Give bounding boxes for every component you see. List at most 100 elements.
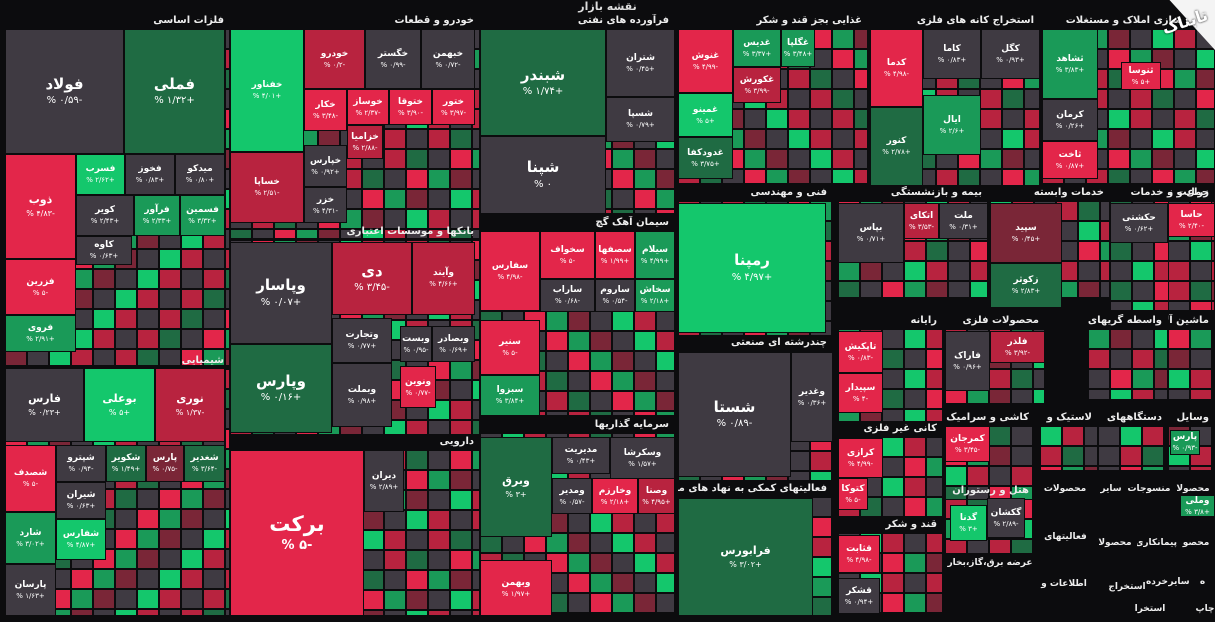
filler-stock-tile[interactable] <box>406 510 428 530</box>
filler-stock-tile[interactable] <box>1084 426 1098 446</box>
filler-stock-tile[interactable] <box>634 411 656 416</box>
filler-stock-tile[interactable] <box>1108 149 1130 169</box>
filler-stock-tile[interactable] <box>926 409 943 422</box>
filler-stock-tile[interactable] <box>1154 329 1168 349</box>
filler-stock-tile[interactable] <box>904 369 926 389</box>
filler-stock-tile[interactable] <box>203 289 225 309</box>
filler-stock-tile[interactable] <box>926 533 943 553</box>
filler-stock-tile[interactable] <box>1100 281 1110 298</box>
filler-stock-tile[interactable] <box>362 550 384 570</box>
filler-stock-tile[interactable] <box>159 569 181 589</box>
stock-tile[interactable]: فسرب +۲/۶۲ % <box>76 154 125 195</box>
filler-stock-tile[interactable] <box>634 391 656 411</box>
filler-stock-tile[interactable] <box>137 489 159 509</box>
stock-tile[interactable]: وبهمن +۱/۹۷ % <box>480 560 552 616</box>
filler-stock-tile[interactable] <box>362 209 384 229</box>
stock-tile[interactable]: شسپا +۰/۷۹ % <box>606 97 675 142</box>
stock-tile[interactable]: فاراک +۰/۹۶ % <box>945 331 990 391</box>
filler-stock-tile[interactable] <box>225 109 230 129</box>
filler-stock-tile[interactable] <box>181 609 203 616</box>
filler-stock-tile[interactable] <box>634 189 656 209</box>
filler-stock-tile[interactable] <box>1174 29 1196 49</box>
filler-stock-tile[interactable] <box>472 189 480 209</box>
filler-stock-tile[interactable] <box>882 369 904 389</box>
filler-stock-tile[interactable] <box>882 497 904 517</box>
filler-stock-tile[interactable] <box>225 589 230 609</box>
filler-stock-tile[interactable] <box>137 609 159 616</box>
filler-stock-tile[interactable] <box>252 229 274 239</box>
filler-stock-tile[interactable] <box>1011 446 1033 466</box>
filler-stock-tile[interactable] <box>159 329 181 349</box>
filler-stock-tile[interactable] <box>967 466 989 486</box>
filler-stock-tile[interactable] <box>450 530 472 550</box>
filler-stock-tile[interactable] <box>225 29 230 49</box>
filler-stock-tile[interactable] <box>958 169 980 186</box>
filler-stock-tile[interactable] <box>115 549 137 569</box>
filler-stock-tile[interactable] <box>1040 446 1062 466</box>
filler-stock-tile[interactable] <box>472 169 480 189</box>
filler-stock-tile[interactable] <box>428 189 450 209</box>
filler-stock-tile[interactable] <box>634 371 656 391</box>
filler-stock-tile[interactable] <box>1190 261 1212 281</box>
filler-stock-tile[interactable] <box>1062 426 1084 446</box>
filler-stock-tile[interactable] <box>181 349 203 366</box>
filler-stock-tile[interactable] <box>362 590 384 610</box>
filler-stock-tile[interactable] <box>1098 446 1120 466</box>
filler-stock-tile[interactable] <box>230 229 252 239</box>
filler-stock-tile[interactable] <box>656 553 675 573</box>
filler-stock-tile[interactable] <box>428 149 450 169</box>
filler-stock-tile[interactable] <box>882 437 904 457</box>
stock-tile[interactable]: ایال +۲/۶ % <box>923 95 981 155</box>
filler-stock-tile[interactable] <box>450 169 472 189</box>
filler-stock-tile[interactable] <box>384 129 406 149</box>
filler-stock-tile[interactable] <box>926 477 943 497</box>
filler-stock-tile[interactable] <box>810 557 832 577</box>
stock-tile[interactable]: کویر +۲/۴۳ % <box>76 195 134 236</box>
filler-stock-tile[interactable] <box>590 513 612 533</box>
filler-stock-tile[interactable] <box>472 209 480 229</box>
filler-stock-tile[interactable] <box>1190 369 1212 389</box>
stock-tile[interactable]: حاسا -۲/۴۰ % <box>1168 203 1215 237</box>
stock-tile[interactable]: نوری -۱/۳۷ % <box>155 368 225 442</box>
filler-stock-tile[interactable] <box>93 569 115 589</box>
filler-stock-tile[interactable] <box>989 426 1011 446</box>
filler-stock-tile[interactable] <box>406 420 428 435</box>
stock-tile[interactable]: تاپکیش -۰/۸۳ % <box>838 331 883 373</box>
filler-stock-tile[interactable] <box>450 420 472 435</box>
filler-stock-tile[interactable] <box>225 149 230 169</box>
filler-stock-tile[interactable] <box>546 411 568 416</box>
filler-stock-tile[interactable] <box>1168 369 1190 389</box>
stock-tile[interactable]: سبزوا +۳/۸۴ % <box>480 375 540 416</box>
filler-stock-tile[interactable] <box>568 371 590 391</box>
filler-stock-tile[interactable] <box>1100 261 1110 281</box>
filler-stock-tile[interactable] <box>1132 281 1154 301</box>
filler-stock-tile[interactable] <box>406 450 428 470</box>
filler-stock-tile[interactable] <box>428 470 450 490</box>
filler-stock-tile[interactable] <box>612 311 634 331</box>
filler-stock-tile[interactable] <box>181 569 203 589</box>
filler-stock-tile[interactable] <box>590 411 612 416</box>
filler-stock-tile[interactable] <box>159 249 181 269</box>
filler-stock-tile[interactable] <box>1011 369 1033 389</box>
filler-stock-tile[interactable] <box>1108 109 1130 129</box>
filler-stock-tile[interactable] <box>854 169 868 184</box>
filler-stock-tile[interactable] <box>948 241 970 261</box>
stock-tile[interactable]: خزر -۴/۳۱ % <box>304 187 347 223</box>
filler-stock-tile[interactable] <box>810 497 832 517</box>
filler-stock-tile[interactable] <box>854 129 868 149</box>
filler-stock-tile[interactable] <box>904 533 926 553</box>
filler-stock-tile[interactable] <box>428 610 450 616</box>
filler-stock-tile[interactable] <box>590 573 612 593</box>
filler-stock-tile[interactable] <box>788 69 810 89</box>
filler-stock-tile[interactable] <box>810 537 832 557</box>
filler-stock-tile[interactable] <box>115 509 137 529</box>
filler-stock-tile[interactable] <box>634 533 656 553</box>
stock-tile[interactable]: کنور +۲/۷۸ % <box>870 107 923 186</box>
stock-tile[interactable]: غنوش -۴/۹۹ % <box>678 29 733 93</box>
filler-stock-tile[interactable] <box>384 590 406 610</box>
stock-tile[interactable]: وآیند +۴/۶۶ % <box>412 242 475 315</box>
filler-stock-tile[interactable] <box>788 129 810 149</box>
stock-tile[interactable]: ومدیر -۰/۵۷ % <box>552 478 592 514</box>
filler-stock-tile[interactable] <box>832 49 854 69</box>
filler-stock-tile[interactable] <box>744 149 766 169</box>
